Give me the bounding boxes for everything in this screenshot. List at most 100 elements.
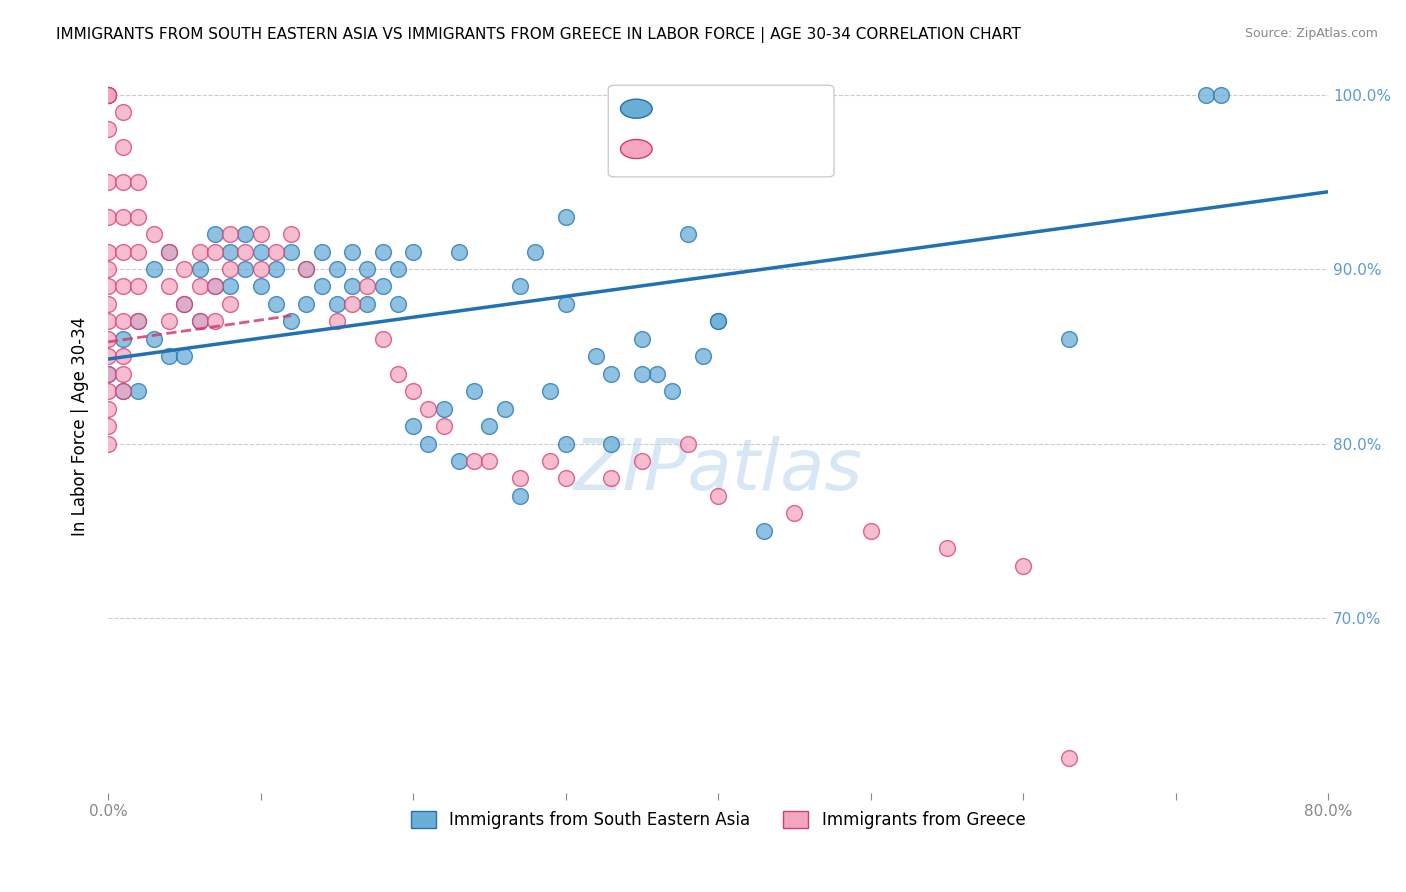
Point [509,471,531,485]
Point [371,279,394,293]
Point [112,314,135,328]
Point [157,349,180,363]
Point [402,384,425,399]
Point [538,454,561,468]
Point [219,227,242,241]
Point [157,244,180,259]
Point [188,314,211,328]
Point [707,314,730,328]
Point [97,87,120,102]
Point [97,332,120,346]
Point [97,314,120,328]
Point [859,524,882,538]
Text: R = 0.270: R = 0.270 [661,140,759,158]
Point [371,244,394,259]
Point [157,244,180,259]
Point [340,279,363,293]
Point [295,297,318,311]
Point [142,332,165,346]
Point [554,436,576,450]
Point [478,419,501,434]
Point [387,367,409,381]
Point [112,384,135,399]
Point [97,367,120,381]
Point [173,297,195,311]
Point [692,349,714,363]
Point [157,314,180,328]
Point [1057,332,1080,346]
Point [204,244,226,259]
Point [478,454,501,468]
Point [554,210,576,224]
Point [173,262,195,277]
Point [97,436,120,450]
Point [249,262,271,277]
Point [326,314,349,328]
Point [371,332,394,346]
Point [280,227,302,241]
Point [630,454,652,468]
Point [402,244,425,259]
Point [707,314,730,328]
Point [219,244,242,259]
Point [219,279,242,293]
Circle shape [620,139,652,159]
Point [1211,87,1233,102]
Point [97,384,120,399]
Point [128,244,150,259]
Point [97,175,120,189]
Point [509,489,531,503]
Point [463,454,485,468]
Point [783,507,806,521]
Point [112,175,135,189]
Point [387,262,409,277]
Point [432,401,454,416]
Point [97,122,120,136]
Point [554,297,576,311]
Point [661,384,683,399]
Point [600,436,623,450]
Point [97,87,120,102]
Circle shape [620,99,652,119]
Point [676,227,699,241]
Point [554,471,576,485]
Point [509,279,531,293]
Point [112,105,135,120]
Text: R = 0.408: R = 0.408 [661,100,759,118]
Point [128,384,150,399]
Point [204,314,226,328]
Y-axis label: In Labor Force | Age 30-34: In Labor Force | Age 30-34 [72,317,89,536]
Point [630,332,652,346]
Point [295,262,318,277]
Point [418,401,440,416]
Point [97,244,120,259]
Point [356,297,378,311]
Point [494,401,516,416]
Point [112,140,135,154]
Point [538,384,561,399]
Point [204,227,226,241]
Point [128,314,150,328]
Point [173,297,195,311]
Text: Source: ZipAtlas.com: Source: ZipAtlas.com [1244,27,1378,40]
Point [707,489,730,503]
Point [463,384,485,399]
Point [676,436,699,450]
Point [97,262,120,277]
Point [600,367,623,381]
Point [112,384,135,399]
Point [432,419,454,434]
Point [188,314,211,328]
Point [249,227,271,241]
Point [1057,750,1080,764]
Text: N = 71: N = 71 [755,100,823,118]
Point [188,279,211,293]
Text: N = 78: N = 78 [755,140,823,158]
FancyBboxPatch shape [609,86,834,177]
Point [97,87,120,102]
Point [97,279,120,293]
Point [97,87,120,102]
Point [295,262,318,277]
Point [128,210,150,224]
Point [173,349,195,363]
